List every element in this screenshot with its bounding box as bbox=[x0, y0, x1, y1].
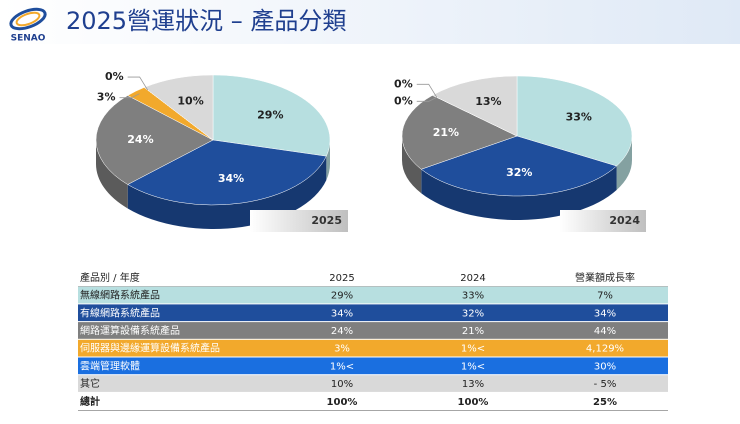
slide-title: 2025營運狀況 – 產品分類 bbox=[66, 7, 346, 35]
table-cell: 25% bbox=[593, 397, 617, 408]
table-cell: 網路運算設備系統產品 bbox=[80, 324, 180, 337]
leader-line bbox=[119, 93, 140, 99]
header-band bbox=[0, 0, 740, 44]
table-cell: 1%< bbox=[461, 361, 485, 372]
table-cell: 營業額成長率 bbox=[575, 271, 635, 284]
pie-side bbox=[402, 136, 422, 194]
table-cell: 21% bbox=[462, 326, 484, 337]
pie-side bbox=[616, 136, 632, 190]
table-cell: 33% bbox=[462, 291, 484, 302]
pie-label: 32% bbox=[506, 166, 532, 179]
table-row bbox=[78, 286, 668, 304]
year-box bbox=[560, 210, 646, 232]
table-row bbox=[78, 339, 668, 357]
pie-label: 21% bbox=[433, 126, 459, 139]
table-cell: 10% bbox=[331, 379, 353, 390]
pie-slice bbox=[420, 135, 618, 197]
pie-side bbox=[326, 140, 330, 181]
pie-slice bbox=[127, 139, 327, 206]
table-cell: 3% bbox=[334, 344, 350, 355]
pie-label: 29% bbox=[257, 108, 283, 121]
table-cell: 2025 bbox=[329, 273, 354, 284]
table-cell: 伺服器與邊緣運算設備系統產品 bbox=[80, 342, 220, 355]
pie-label: 24% bbox=[127, 133, 153, 146]
table-cell: 其它 bbox=[80, 377, 100, 390]
table-cell: 29% bbox=[331, 291, 353, 302]
table-cell: 1%< bbox=[461, 344, 485, 355]
table-cell: 總計 bbox=[80, 395, 100, 408]
table-cell: 24% bbox=[331, 326, 353, 337]
pie-label: 34% bbox=[218, 172, 244, 185]
logo: SENAO bbox=[9, 7, 47, 44]
leader-line bbox=[416, 83, 438, 98]
table-cell: 產品別 / 年度 bbox=[80, 271, 140, 284]
pie-slice bbox=[431, 75, 518, 137]
pie-label: 0% bbox=[394, 94, 413, 107]
table-cell: 1%< bbox=[330, 361, 354, 372]
table-row bbox=[78, 304, 668, 322]
pie-side bbox=[96, 140, 128, 209]
table-cell: 34% bbox=[331, 308, 353, 319]
pie-slice bbox=[212, 74, 331, 157]
pie-label: 3% bbox=[97, 91, 116, 104]
table-cell: 32% bbox=[462, 308, 484, 319]
table-cell: 13% bbox=[462, 379, 484, 390]
table-cell: 34% bbox=[594, 308, 616, 319]
leader-line bbox=[127, 76, 149, 91]
logo-text: SENAO bbox=[11, 34, 46, 44]
year-box bbox=[250, 210, 348, 232]
pie-label: 0% bbox=[105, 70, 124, 83]
table-cell: 4,129% bbox=[586, 344, 624, 355]
table-cell: 44% bbox=[594, 326, 616, 337]
pie-label: 10% bbox=[177, 95, 203, 108]
table-cell: 100% bbox=[458, 397, 489, 408]
pie-title: 2025 bbox=[311, 214, 342, 227]
pie-label: 33% bbox=[566, 110, 592, 123]
pie-slice bbox=[95, 95, 214, 185]
table-cell: 2024 bbox=[460, 273, 485, 284]
pie-label: 0% bbox=[394, 77, 413, 90]
leader-line bbox=[416, 96, 437, 102]
table-row bbox=[78, 375, 668, 392]
table-cell: 100% bbox=[327, 397, 358, 408]
pie-side bbox=[421, 166, 617, 220]
table-cell: 無線網路系統產品 bbox=[80, 289, 160, 302]
table-cell: - 5% bbox=[594, 379, 617, 390]
table-cell: 7% bbox=[597, 291, 613, 302]
table-cell: 雲端管理軟體 bbox=[80, 359, 140, 372]
table-cell: 有線網路系統產品 bbox=[80, 306, 160, 319]
table-cell: 30% bbox=[594, 361, 616, 372]
pie-slice bbox=[516, 75, 633, 167]
pie-label: 13% bbox=[475, 95, 501, 108]
table-row bbox=[78, 357, 668, 375]
pie-title: 2024 bbox=[609, 214, 640, 227]
table-row bbox=[78, 322, 668, 339]
